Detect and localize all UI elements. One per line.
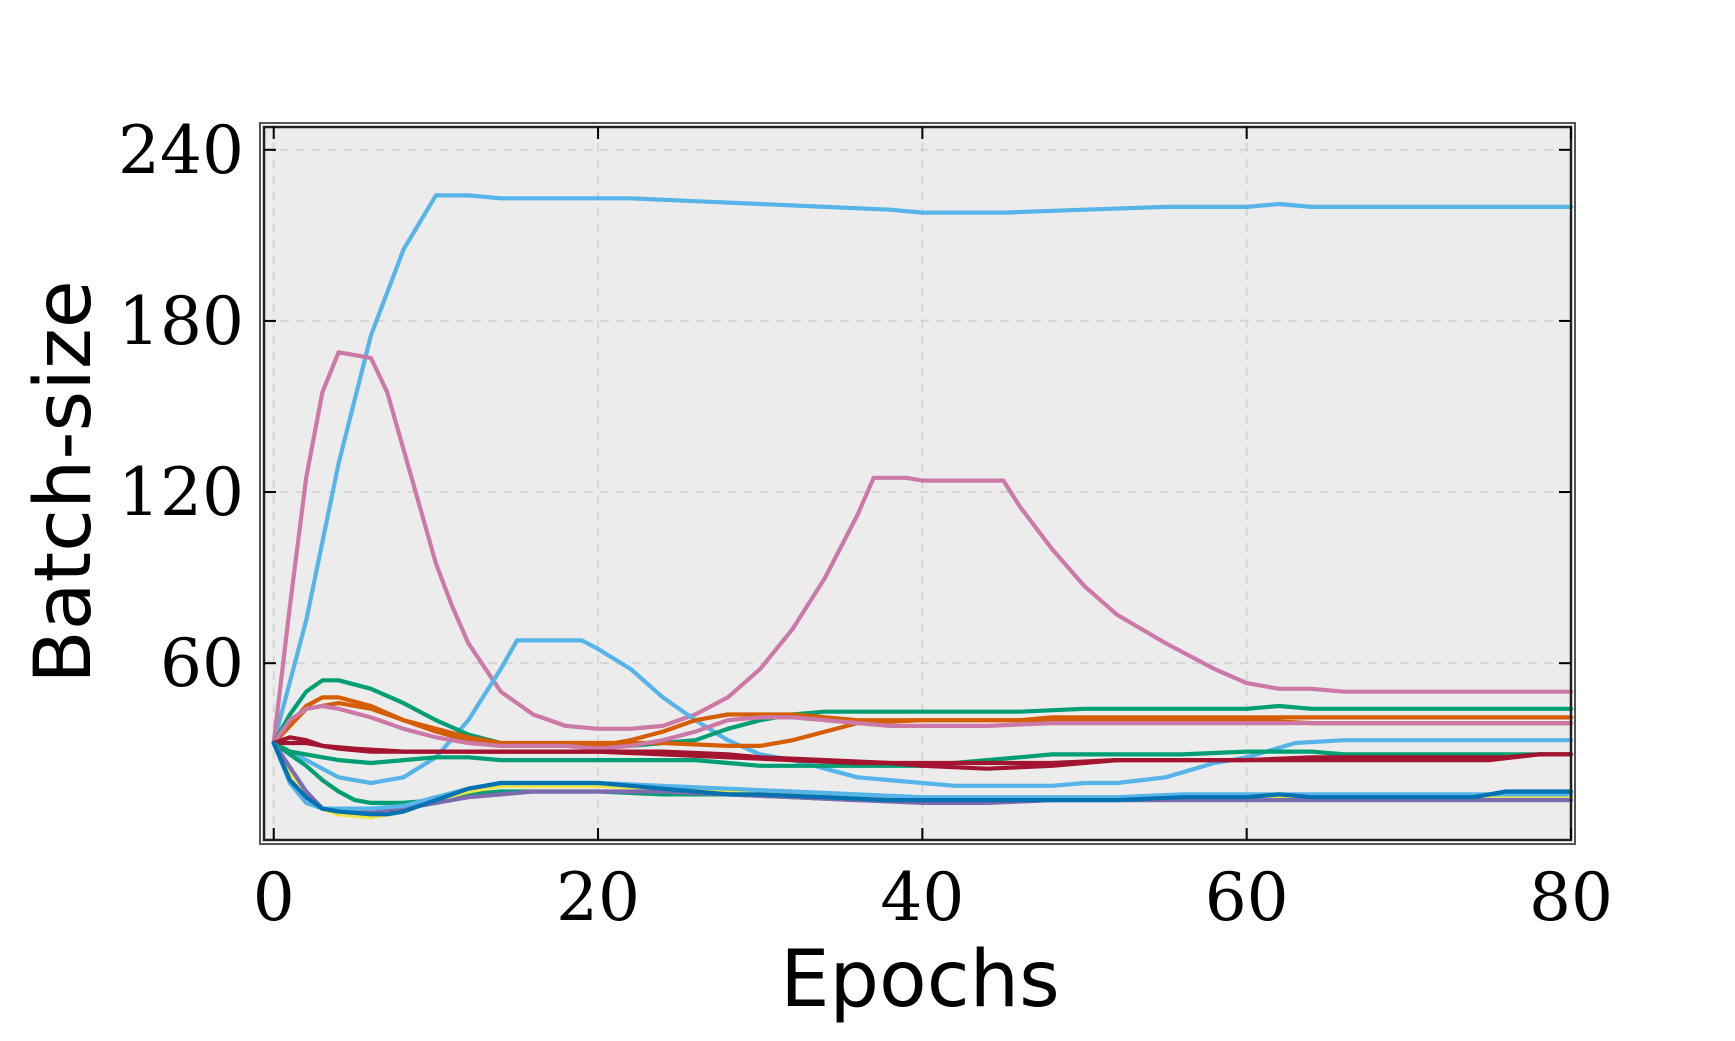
series-line-10 — [271, 735, 1574, 771]
series-line-8 — [271, 740, 1574, 768]
y-tick-label-120: 120 — [118, 454, 244, 531]
grid-lines — [264, 127, 1572, 840]
x-tick-label-80: 80 — [1529, 859, 1613, 936]
axis-ticks — [264, 127, 1572, 840]
y-tick-label-60: 60 — [160, 625, 244, 702]
y-tick-label-180: 180 — [118, 283, 244, 360]
x-axis-title: Epochs — [780, 935, 1059, 1025]
y-axis-title: Batch-size — [19, 280, 109, 684]
series-line-15 — [271, 740, 1574, 817]
y-tick-label-240: 240 — [118, 112, 244, 189]
plot-frame — [259, 122, 1576, 845]
x-tick-label-20: 20 — [556, 859, 640, 936]
plot-frame-outer — [259, 122, 1576, 845]
series-line-1 — [271, 193, 1574, 746]
x-tick-label-0: 0 — [253, 859, 295, 936]
series-lines — [271, 193, 1574, 820]
series-line-4 — [271, 678, 1574, 748]
plot-frame-inner — [262, 125, 1573, 842]
series-line-2 — [271, 350, 1574, 746]
series-line-14 — [271, 740, 1574, 811]
x-tick-label-40: 40 — [880, 859, 964, 936]
tick-labels: 0 20 40 60 80 60 120 180 240 — [118, 112, 1613, 936]
series-line-6 — [271, 701, 1574, 748]
x-tick-label-60: 60 — [1205, 859, 1289, 936]
series-line-7 — [271, 703, 1574, 751]
